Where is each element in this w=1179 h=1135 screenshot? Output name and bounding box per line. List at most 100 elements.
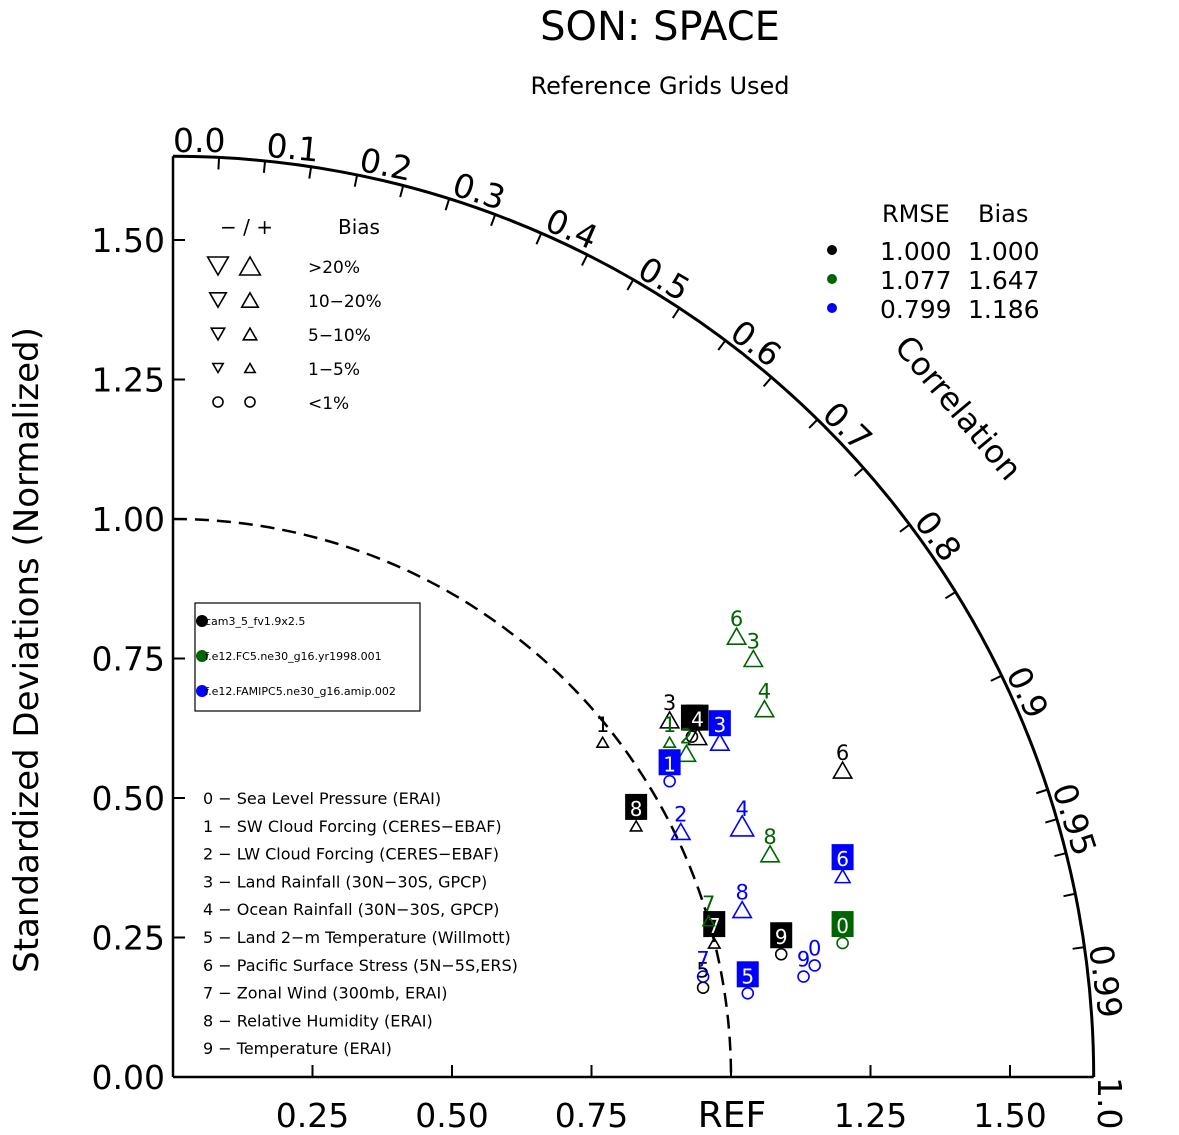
summary-rmse-value: 1.077 <box>880 266 952 295</box>
point-marker-triangle <box>701 914 716 927</box>
data-point: 3 <box>659 691 681 729</box>
point-marker-circle <box>741 986 755 1000</box>
x-tick-label: 1.50 <box>973 1096 1046 1135</box>
variable-legend-item: 3 − Land Rainfall (30N−30S, GPCP) <box>203 872 487 891</box>
bias-up-triangle-icon <box>240 291 260 309</box>
y-tick-label: 0.50 <box>92 779 165 818</box>
correlation-tick-mark <box>399 185 405 198</box>
correlation-tick-mark <box>1063 892 1076 898</box>
data-point: 4 <box>753 680 776 718</box>
data-point: 5 <box>736 961 759 1000</box>
correlation-tick-mark <box>353 174 359 187</box>
point-label: 3 <box>747 630 760 654</box>
data-point: 6 <box>831 844 854 884</box>
diagram-frame <box>171 154 1096 1079</box>
point-marker-circle <box>808 959 822 972</box>
bias-legend-label: 10−20% <box>308 292 382 312</box>
data-point: 3 <box>708 710 731 752</box>
bias-legend: − / + Bias >20% 10−20% 5−10% 1−5% <1% <box>206 215 382 414</box>
point-label: 4 <box>758 680 771 704</box>
correlation-tick-mark <box>853 467 865 477</box>
reference-arc <box>172 517 733 1078</box>
y-tick-label: 0.00 <box>92 1058 165 1097</box>
correlation-tick-mark <box>762 376 773 388</box>
point-label-box <box>831 844 854 871</box>
summary-header-bias: Bias <box>978 200 1028 228</box>
point-label: 8 <box>630 797 643 821</box>
point-label: 1 <box>596 713 609 737</box>
correlation-tick-mark <box>990 674 1003 682</box>
correlation-tick-label: 0.0 <box>173 121 225 160</box>
point-marker-triangle <box>662 735 677 749</box>
correlation-tick-mark <box>581 254 589 266</box>
y-tick-label: 1.50 <box>92 221 165 260</box>
variable-legend-item: 5 − Land 2−m Temperature (Willmott) <box>203 928 511 947</box>
data-point: 2 <box>670 802 692 841</box>
point-label-box <box>625 793 648 820</box>
point-marker-triangle <box>832 760 854 779</box>
correlation-tick-label: 0.3 <box>448 165 510 218</box>
point-label-box <box>831 911 854 938</box>
point-marker-triangle <box>675 743 697 763</box>
correlation-tick-mark <box>808 418 819 429</box>
correlation-tick-label: 0.6 <box>723 312 788 375</box>
data-point: 8 <box>625 793 648 832</box>
bias-up-triangle-icon <box>243 361 257 374</box>
point-marker-triangle <box>731 899 753 919</box>
correlation-tick-mark <box>444 198 451 211</box>
point-label: 2 <box>680 724 693 748</box>
correlation-tick-mark <box>262 160 267 173</box>
bias-legend-label: 1−5% <box>308 360 360 380</box>
point-marker-circle <box>836 936 849 950</box>
case-legend: cam3_5_fv1.9x2.5 f.e12.FC5.ne30_g16.yr199… <box>194 602 421 712</box>
point-label: 6 <box>836 847 849 871</box>
case-legend-label: f.e12.FC5.ne30_g16.yr1998.001 <box>205 650 382 663</box>
summary-bias-value: 1.000 <box>968 237 1040 266</box>
point-marker-triangle <box>686 727 709 746</box>
case-dot-icon <box>196 650 208 662</box>
correlation-tick-mark <box>535 232 543 245</box>
point-marker-circle <box>685 730 699 743</box>
case-legend-label: cam3_5_fv1.9x2.5 <box>205 615 305 628</box>
point-marker-triangle <box>707 936 722 949</box>
chart-subtitle: Reference Grids Used <box>530 72 789 100</box>
x-tick-label: 0.25 <box>276 1096 349 1135</box>
bias-legend-title: Bias <box>338 215 380 239</box>
summary-bias-value: 1.186 <box>968 295 1040 324</box>
data-point: 1 <box>658 749 681 788</box>
correlation-tick-mark <box>490 214 497 227</box>
summary-dot-icon <box>827 274 837 284</box>
point-label: 8 <box>735 881 748 905</box>
point-label: 3 <box>713 713 726 737</box>
data-point: 8 <box>731 881 753 919</box>
point-label: 1 <box>663 713 676 737</box>
point-label: 6 <box>836 741 849 765</box>
summary-dot-icon <box>827 303 837 313</box>
data-point: 8 <box>759 825 781 863</box>
correlation-tick-label: 0.8 <box>907 503 970 568</box>
point-marker-triangle <box>833 868 852 884</box>
correlation-tick-label: 0.9 <box>998 660 1056 724</box>
case-legend-box <box>194 602 421 712</box>
data-point: 2 <box>675 724 697 763</box>
correlation-tick-mark <box>717 339 727 351</box>
summary-dot-icon <box>827 245 837 255</box>
variable-legend-item: 0 − Sea Level Pressure (ERAI) <box>203 789 441 808</box>
summary-bias-value: 1.647 <box>968 266 1040 295</box>
bias-legend-signs: − / + <box>220 215 273 239</box>
point-label: 1 <box>663 752 676 776</box>
point-marker-triangle <box>725 626 748 645</box>
case-dot-icon <box>196 615 208 627</box>
point-marker-triangle <box>759 844 781 863</box>
point-marker-triangle <box>670 821 692 841</box>
point-label: 4 <box>691 708 704 732</box>
case-dot-icon <box>196 685 208 697</box>
correlation-tick-label: 0.1 <box>265 126 321 170</box>
point-label: 3 <box>663 691 676 715</box>
data-point: 4 <box>686 704 709 746</box>
case-legend-label: f.e12.FAMIPC5.ne30_g16.amip.002 <box>205 685 396 698</box>
bias-down-triangle-icon <box>211 362 225 375</box>
y-tick-label: 0.25 <box>92 919 165 958</box>
bias-up-triangle-icon <box>238 255 262 276</box>
